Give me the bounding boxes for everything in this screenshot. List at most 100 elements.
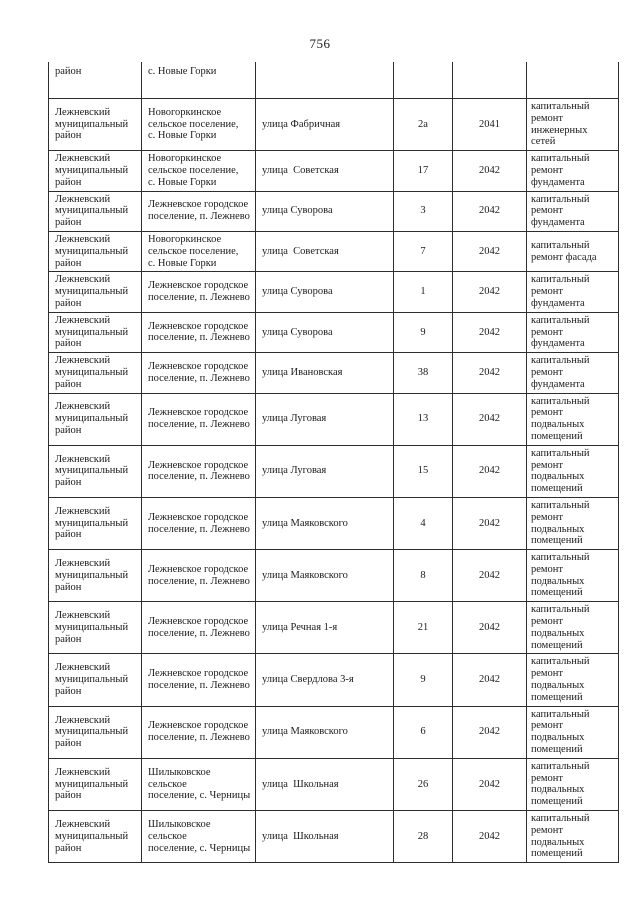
cell-settlement: Лежневское городское поселение, п. Лежне… [141,444,256,498]
cell-district: Лежневский муниципальный район [48,810,142,864]
cell-street: улица Советская [255,230,394,273]
cell-district: Лежневский муниципальный район [48,352,142,394]
cell-repair-type: капитальный ремонт фундамента [526,150,619,192]
cell-house-number: 4 [393,496,453,551]
cell-repair-type: капитальный ремонт подвальных помещений [526,392,619,446]
cell-street: улица Свердлова 3-я [255,653,394,707]
cell-repair-type: капитальный ремонт подвальных помещений [526,653,619,707]
cell-street: улица Маяковского [255,705,394,759]
table-row: район с. Новые Горки [48,62,619,99]
table-row: Лежневский муниципальный район Лежневско… [48,311,619,354]
cell-repair-type: капитальный ремонт фундамента [526,311,619,354]
cell-house-number: 38 [393,352,453,394]
table-row: Лежневский муниципальный район Лежневско… [48,653,619,707]
cell-year: 2042 [452,601,527,655]
cell-street: улица Суворова [255,311,394,354]
cell-house-number: 8 [393,549,453,603]
cell-year [452,62,527,99]
cell-district: Лежневский муниципальный район [48,601,142,655]
cell-settlement: Лежневское городское поселение, п. Лежне… [141,311,256,354]
cell-settlement: Шилыковское сельское поселение, с. Черни… [141,757,256,812]
cell-year: 2042 [452,496,527,551]
table-row: Лежневский муниципальный район Лежневско… [48,601,619,655]
cell-repair-type: капитальный ремонт подвальных помещений [526,705,619,759]
cell-street: улица Фабричная [255,97,394,152]
cell-street: улица Луговая [255,444,394,498]
table-row: Лежневский муниципальный район Лежневско… [48,549,619,603]
table-row: Лежневский муниципальный район Лежневско… [48,352,619,394]
cell-house-number: 13 [393,392,453,446]
cell-repair-type: капитальный ремонт инженерных сетей [526,97,619,152]
cell-settlement: Лежневское городское поселение, п. Лежне… [141,496,256,551]
cell-year: 2042 [452,392,527,446]
cell-district: Лежневский муниципальный район [48,190,142,232]
cell-house-number: 21 [393,601,453,655]
cell-year: 2042 [452,150,527,192]
cell-district: Лежневский муниципальный район [48,392,142,446]
cell-repair-type: капитальный ремонт подвальных помещений [526,810,619,864]
table-row: Лежневский муниципальный район Лежневско… [48,271,619,313]
cell-street: улица Советская [255,150,394,192]
cell-house-number: 17 [393,150,453,192]
cell-year: 2042 [452,653,527,707]
cell-house-number: 7 [393,230,453,273]
table-row: Лежневский муниципальный район Новогорки… [48,230,619,273]
page-number: 756 [309,36,331,51]
cell-repair-type: капитальный ремонт фундамента [526,271,619,313]
cell-year: 2042 [452,271,527,313]
cell-year: 2041 [452,97,527,152]
cell-house-number: 1 [393,271,453,313]
cell-house-number: 9 [393,311,453,354]
cell-year: 2042 [452,352,527,394]
cell-repair-type: капитальный ремонт подвальных помещений [526,444,619,498]
cell-district: Лежневский муниципальный район [48,496,142,551]
cell-district: район [48,62,142,99]
cell-repair-type: капитальный ремонт фундамента [526,190,619,232]
cell-settlement: с. Новые Горки [141,62,256,99]
cell-district: Лежневский муниципальный район [48,311,142,354]
cell-house-number: 3 [393,190,453,232]
cell-year: 2042 [452,810,527,864]
cell-repair-type: капитальный ремонт фасада [526,230,619,273]
table-row: Лежневский муниципальный район Лежневско… [48,444,619,498]
cell-district: Лежневский муниципальный район [48,444,142,498]
cell-settlement: Лежневское городское поселение, п. Лежне… [141,190,256,232]
cell-repair-type: капитальный ремонт подвальных помещений [526,496,619,551]
cell-street: улица Маяковского [255,496,394,551]
schedule-table: район с. Новые Горки Лежневский муниципа… [48,62,619,864]
cell-settlement: Новогоркинское сельское поселение, с. Но… [141,230,256,273]
cell-year: 2042 [452,757,527,812]
cell-district: Лежневский муниципальный район [48,705,142,759]
cell-district: Лежневский муниципальный район [48,757,142,812]
cell-house-number: 26 [393,757,453,812]
table-row: Лежневский муниципальный район Лежневско… [48,392,619,446]
table-row: Лежневский муниципальный район Новогорки… [48,97,619,152]
cell-repair-type: капитальный ремонт подвальных помещений [526,601,619,655]
cell-settlement: Шилыковское сельское поселение, с. Черни… [141,810,256,864]
cell-settlement: Лежневское городское поселение, п. Лежне… [141,549,256,603]
cell-settlement: Новогоркинское сельское поселение, с. Но… [141,97,256,152]
cell-district: Лежневский муниципальный район [48,97,142,152]
cell-house-number: 9 [393,653,453,707]
cell-street: улица Маяковского [255,549,394,603]
cell-district: Лежневский муниципальный район [48,271,142,313]
cell-street: улица Суворова [255,190,394,232]
cell-house-number: 2а [393,97,453,152]
cell-house-number [393,62,453,99]
cell-street: улица Суворова [255,271,394,313]
cell-house-number: 15 [393,444,453,498]
cell-settlement: Лежневское городское поселение, п. Лежне… [141,392,256,446]
cell-repair-type: капитальный ремонт фундамента [526,352,619,394]
table-row: Лежневский муниципальный район Шилыковск… [48,810,619,864]
cell-house-number: 6 [393,705,453,759]
cell-year: 2042 [452,190,527,232]
cell-settlement: Лежневское городское поселение, п. Лежне… [141,352,256,394]
cell-settlement: Лежневское городское поселение, п. Лежне… [141,705,256,759]
cell-repair-type: капитальный ремонт подвальных помещений [526,549,619,603]
cell-street: улица Школьная [255,810,394,864]
cell-repair-type: капитальный ремонт подвальных помещений [526,757,619,812]
cell-house-number: 28 [393,810,453,864]
cell-district: Лежневский муниципальный район [48,150,142,192]
cell-district: Лежневский муниципальный район [48,230,142,273]
cell-street: улица Луговая [255,392,394,446]
